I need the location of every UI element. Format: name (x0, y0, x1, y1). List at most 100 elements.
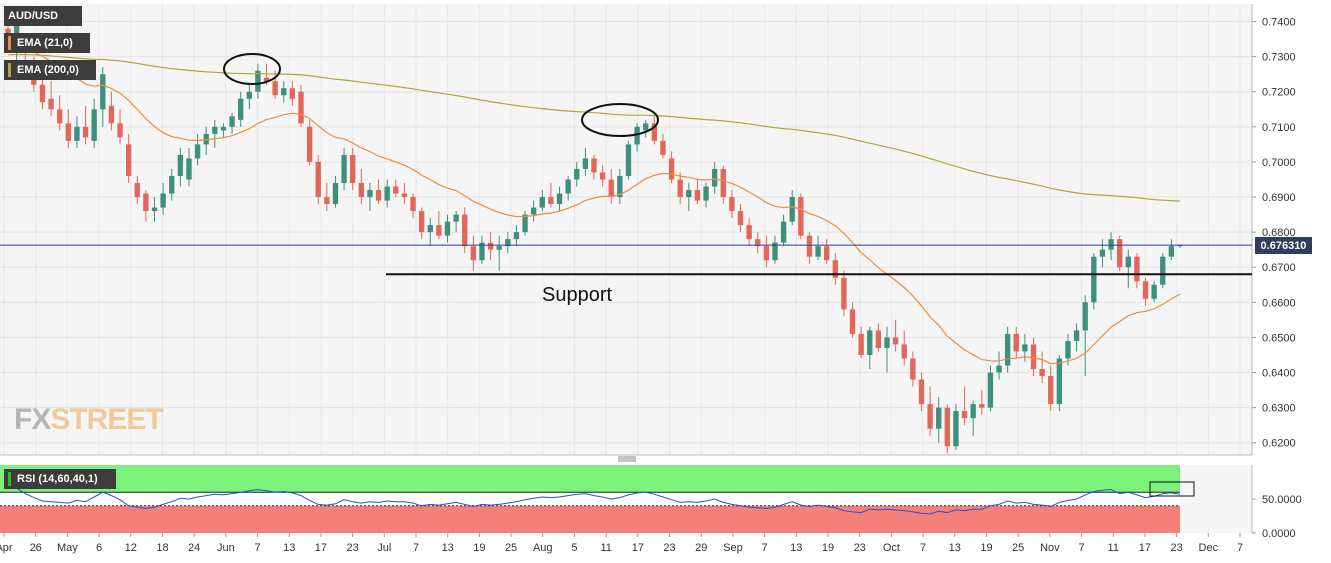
candle-body (737, 211, 744, 226)
candle-body (393, 186, 399, 194)
time-tick-label: Oct (883, 542, 900, 554)
price-tick-label: 0.7000 (1262, 157, 1296, 169)
candle-body (82, 126, 89, 138)
candle-body (936, 407, 942, 429)
candle-body (410, 197, 416, 212)
time-tick-label: 26 (30, 542, 42, 554)
candle-body (332, 182, 339, 205)
candle-body (591, 158, 597, 173)
time-tick-label: 7 (762, 542, 768, 554)
price-tick-label: 0.6200 (1262, 438, 1296, 450)
candle-body (867, 330, 873, 355)
candle-body (1125, 256, 1131, 268)
time-tick-label: 13 (949, 542, 961, 554)
candle-body (901, 344, 907, 359)
time-tick-label: Nov (1040, 542, 1060, 554)
time-tick-label: 7 (1078, 542, 1084, 554)
candle-body (100, 74, 106, 110)
candle-body (1108, 239, 1114, 250)
candle-body (789, 197, 795, 222)
time-tick-label: 13 (790, 542, 802, 554)
candle-body (1082, 302, 1088, 331)
candle-body (1151, 284, 1157, 299)
candle-body (324, 197, 330, 205)
ema21-line (7, 46, 1181, 365)
candle-body (815, 246, 821, 257)
candle-body (875, 330, 882, 348)
candle-body (298, 91, 304, 124)
candle-body (660, 140, 666, 155)
candle-body (1013, 333, 1019, 352)
candle-body (556, 193, 563, 205)
candle-body (634, 126, 640, 145)
time-tick-label: 18 (156, 542, 168, 554)
candle-body (582, 158, 589, 169)
candle-body (1177, 245, 1183, 247)
candle-body (772, 242, 778, 261)
instrument-legend[interactable]: AUD/USD (4, 6, 82, 26)
candle-body (315, 161, 321, 198)
candle-body (599, 172, 606, 180)
fxstreet-logo: FXSTREET (14, 403, 164, 437)
candle-body (281, 88, 287, 96)
candle-body (289, 88, 296, 99)
time-tick-label: May (57, 542, 78, 554)
candle-body (1168, 246, 1175, 257)
candle-body (375, 190, 382, 201)
time-tick-label: Dec (1199, 542, 1219, 554)
ema200-swatch (8, 63, 11, 77)
candle-body (350, 154, 356, 183)
rsi-legend[interactable]: RSI (14,60,40,1) (4, 469, 116, 489)
candle-body (841, 277, 847, 310)
candle-body (1117, 239, 1123, 268)
candle-body (892, 337, 899, 345)
logo-street: STREET (50, 403, 163, 436)
candle-body (1048, 376, 1054, 405)
candle-body (1160, 256, 1166, 285)
price-tick-label: 0.7200 (1262, 87, 1296, 99)
candle-body (418, 211, 425, 233)
time-tick-label: 23 (663, 542, 675, 554)
candle-body (608, 179, 614, 198)
pane-resize-handle[interactable] (618, 456, 636, 462)
candle-body (470, 246, 477, 261)
candle-body (858, 333, 864, 355)
price-tick-label: 0.6900 (1262, 192, 1296, 204)
ema21-label: EMA (21,0) (17, 37, 73, 49)
time-tick-label: 11 (1108, 542, 1119, 554)
time-tick-label: 13 (442, 542, 454, 554)
candle-body (177, 154, 184, 176)
rsi-overbought-zone (0, 465, 1180, 493)
ema21-swatch (8, 36, 11, 50)
ema21-legend[interactable]: EMA (21,0) (4, 33, 90, 53)
ema200-legend[interactable]: EMA (200,0) (4, 60, 96, 80)
rsi-neutral-zone (0, 492, 1180, 506)
time-tick-label: 7 (1237, 542, 1243, 554)
candle-body (668, 158, 675, 180)
candle-body (341, 154, 347, 183)
candle-body (798, 197, 804, 236)
candle-body (194, 144, 201, 159)
ema200-label: EMA (200,0) (17, 64, 79, 76)
candle-body (979, 404, 985, 408)
candle-body (1142, 281, 1149, 299)
time-tick-label: 17 (315, 542, 327, 554)
candle-body (677, 179, 683, 198)
price-tick-label: 0.6600 (1262, 297, 1296, 309)
candle-body (220, 126, 227, 131)
time-tick-label: 19 (473, 542, 485, 554)
candle-body (444, 221, 451, 236)
price-pane-bg (0, 4, 1252, 455)
candle-body (203, 133, 209, 145)
candle-body (479, 242, 485, 261)
candle-body (961, 411, 968, 419)
logo-fx: FX (14, 403, 51, 436)
candle-body (918, 379, 925, 405)
candle-body (522, 214, 528, 233)
candle-body (255, 70, 261, 92)
candle-body (832, 260, 838, 278)
candle-body (849, 309, 856, 334)
time-tick-label: Jun (217, 542, 235, 554)
candle-body (746, 225, 752, 240)
